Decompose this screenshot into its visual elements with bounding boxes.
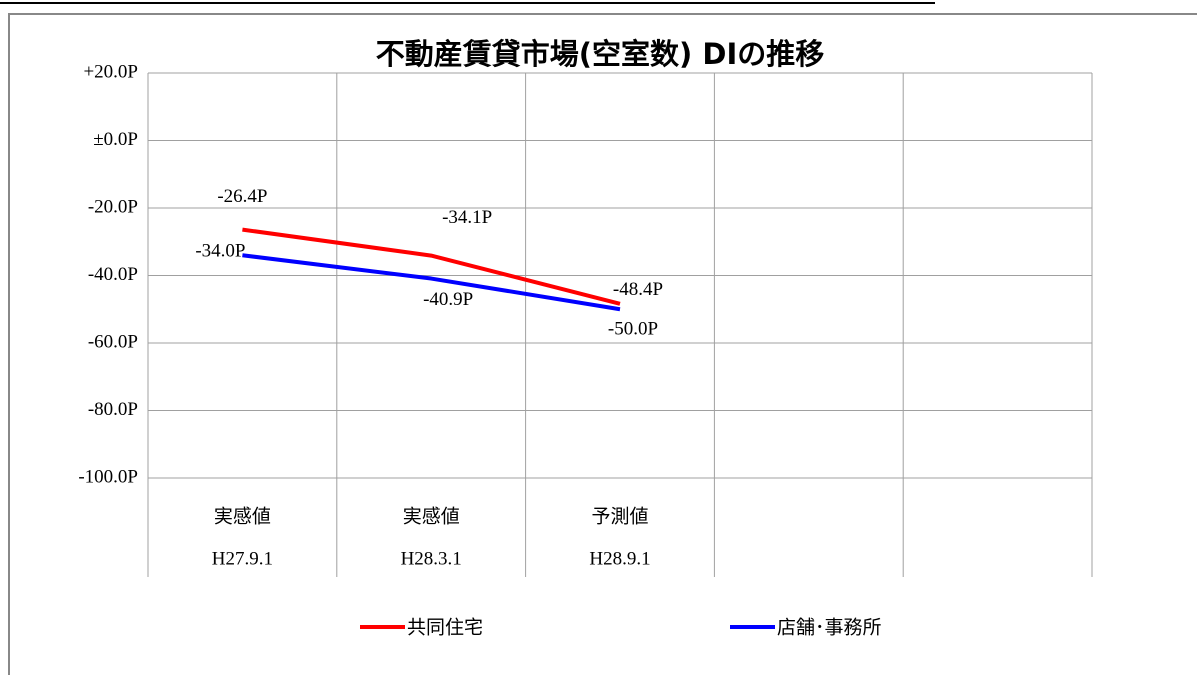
chart-title: 不動産賃貸市場(空室数) DIの推移 [376,37,824,71]
y-tick-label: -100.0P [78,466,138,487]
data-label: -48.4P [613,279,663,300]
series-line [242,253,621,312]
data-label: -26.4P [217,186,267,207]
x-tick-label: H28.9.1 [589,548,650,569]
x-tick-label: H27.9.1 [212,548,273,569]
y-tick-label: -40.0P [88,264,138,285]
y-tick-label: +20.0P [83,61,138,82]
x-group-label: 実感値 [214,506,271,528]
data-label: -34.0P [195,241,245,262]
y-tick-label: -80.0P [88,399,138,420]
x-group-label: 予測値 [591,506,648,528]
x-group-label: 実感値 [403,506,460,528]
legend-label: 店舗･事務所 [777,617,882,639]
y-tick-label: ±0.0P [93,129,138,150]
chart-frame [8,13,1197,675]
x-tick-label: H28.3.1 [401,548,462,569]
series-line [242,227,621,306]
legend-label: 共同住宅 [407,617,483,639]
y-tick-label: -20.0P [88,196,138,217]
data-label: -50.0P [608,319,658,340]
y-tick-label: -60.0P [88,331,138,352]
data-label: -34.1P [442,207,492,228]
data-label: -40.9P [423,289,473,310]
